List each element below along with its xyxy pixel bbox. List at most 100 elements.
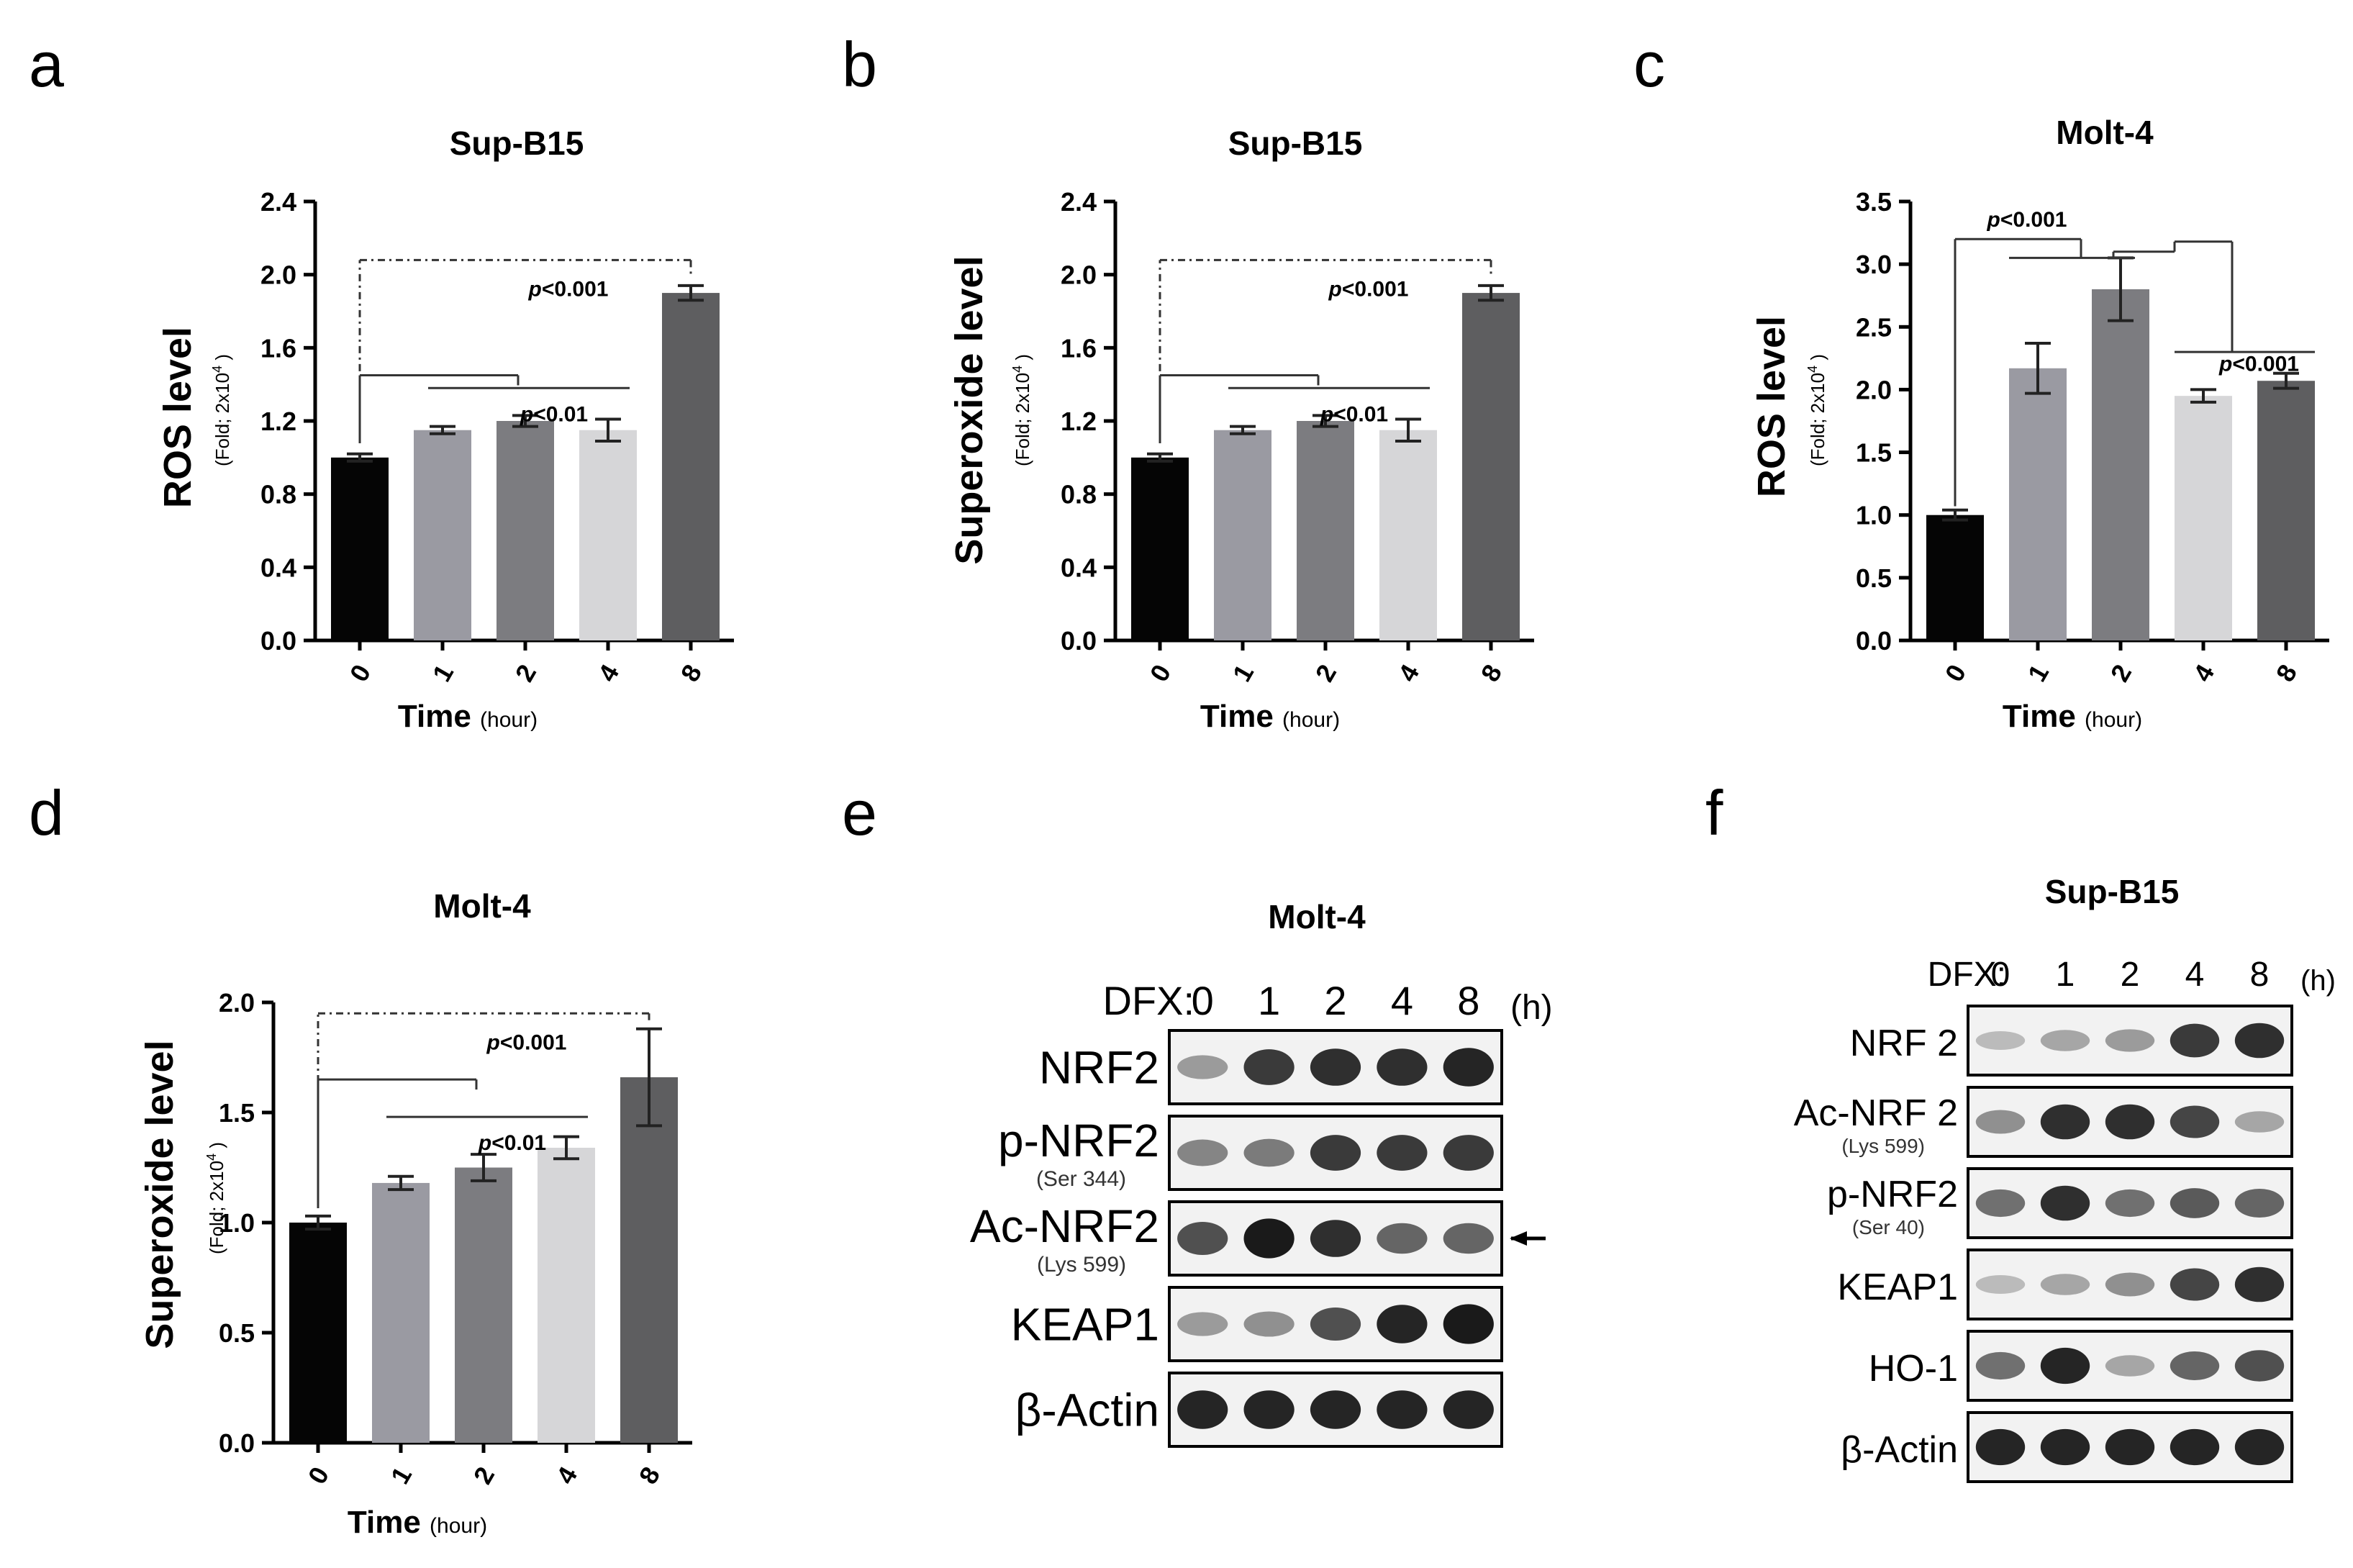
y-tick-label: 2.4 (1061, 187, 1097, 217)
y-axis-label: Superoxide level (948, 255, 991, 564)
x-axis-label: Time (hour) (398, 699, 538, 734)
blot-band (2234, 1428, 2285, 1466)
x-tick-label: 8 (633, 1461, 666, 1489)
y-axis-label: Superoxide level (138, 1040, 181, 1349)
sig-label-p01: p<0.01 (478, 1131, 546, 1155)
lane-label: 0 (1192, 978, 1214, 1023)
bar-1 (372, 1182, 430, 1443)
x-tick-label: 1 (385, 1461, 418, 1489)
y-tick-label: 0.5 (1856, 563, 1892, 593)
x-axis-label: Time (hour) (2003, 699, 2142, 734)
y-tick-label: 2.0 (1856, 375, 1892, 404)
x-tick-label: 4 (550, 1461, 584, 1489)
blot-band (1310, 1390, 1361, 1429)
blot-e: Molt-4 DFX:0 1 2 4 8 (h) NRF2 p-NRF2(Ser 344) Ac-… (970, 898, 1553, 1448)
sig-label-p001-bottom: p<0.001 (2218, 352, 2299, 376)
blot-band (2234, 1189, 2285, 1218)
x-tick-label: 0 (1144, 659, 1177, 686)
y-tick-label: 3.0 (1856, 250, 1892, 279)
chart-d: Molt-4 0.0 0.5 1.0 1.5 2.0 0 1 2 4 8 Time (hour) Sup… (138, 887, 692, 1540)
bar-8 (2257, 381, 2315, 640)
bar-2 (497, 421, 554, 640)
y-tick-label: 0.5 (219, 1318, 255, 1348)
y-tick-label: 2.0 (1061, 260, 1097, 290)
lane-label: 1 (1258, 978, 1280, 1023)
blot-f: Sup-B15 DFX:0 1 2 4 8 (h) NRF 2 Ac-NRF 2(Lys 599… (1794, 873, 2336, 1483)
y-tick-label: 0.0 (260, 626, 296, 656)
blot-band (2105, 1355, 2155, 1377)
x-tick-label: 2 (2105, 659, 2138, 686)
row-label: β-Actin (1015, 1384, 1159, 1436)
y-axis-label: ROS level (156, 327, 199, 508)
blot-band (1310, 1220, 1361, 1257)
chart-title: Molt-4 (2056, 114, 2154, 151)
y-tick-label: 2.5 (1856, 312, 1892, 342)
blot-band (1177, 1221, 1228, 1256)
lane-label: 4 (2185, 956, 2205, 994)
blot-band (2105, 1104, 2155, 1140)
y-axis-label: ROS level (1750, 316, 1793, 497)
panel-letters: a b c d e f (29, 29, 1723, 848)
time-unit: (h) (2300, 965, 2336, 997)
chart-a: Sup-B15 0.0 0.4 0.8 1.2 1.6 2.0 2.4 0 1 2 4 8 Time (h… (156, 124, 734, 734)
blot-title: Molt-4 (1268, 898, 1366, 935)
row-label: NRF2 (1039, 1041, 1159, 1093)
x-tick-label: 2 (1310, 659, 1343, 686)
y-tick-label: 1.0 (219, 1208, 255, 1238)
blot-band (1310, 1135, 1361, 1171)
bar-2 (1297, 421, 1354, 640)
bar-0 (289, 1223, 347, 1443)
panel-letter-b: b (842, 29, 877, 100)
blot-band (2040, 1104, 2090, 1140)
y-tick-label: 0.4 (260, 553, 296, 582)
blot-band (2170, 1023, 2220, 1058)
x-tick-label: 8 (2270, 659, 2303, 686)
y-tick-label: 0.8 (1061, 480, 1097, 509)
panel-letter-a: a (29, 29, 64, 100)
y-tick-label: 1.5 (219, 1098, 255, 1128)
row-sublabel: (Lys 599) (1037, 1253, 1126, 1277)
blot-band (2170, 1268, 2220, 1301)
time-unit: (h) (1510, 989, 1553, 1027)
row-label: NRF 2 (1850, 1023, 1958, 1064)
y-axis-sublabel: (Fold; 2x104 ) (1805, 354, 1828, 466)
y-tick-label: 3.5 (1856, 187, 1892, 217)
blot-band (1377, 1048, 1428, 1086)
lane-label: 8 (1457, 978, 1479, 1023)
blot-band (1243, 1138, 1295, 1167)
row-label: KEAP1 (1011, 1298, 1159, 1350)
row-label: p-NRF2 (1827, 1174, 1958, 1215)
blot-band (2234, 1023, 2285, 1059)
x-axis-label: Time (hour) (348, 1505, 487, 1540)
lane-label: 0 (1991, 956, 2010, 994)
blot-band (2040, 1030, 2090, 1051)
x-tick-label: 4 (592, 659, 625, 686)
blot-band (2105, 1272, 2155, 1297)
y-tick-label: 0.8 (260, 480, 296, 509)
bar-4 (2175, 396, 2232, 640)
y-axis-sublabel: (Fold; 2x104 ) (204, 1142, 227, 1254)
blot-band (2105, 1189, 2155, 1218)
y-tick-label: 0.4 (1061, 553, 1097, 582)
band-arrow-head (1510, 1231, 1527, 1246)
chart-c: Molt-4 0.0 0.5 1.0 1.5 2.0 2.5 3.0 3.5 0 1 2 4 8 Time … (1750, 114, 2329, 734)
y-axis-sublabel: (Fold; 2x104 ) (210, 354, 233, 466)
y-tick-label: 0.0 (1061, 626, 1097, 656)
row-label: KEAP1 (1837, 1266, 1958, 1308)
row-sublabel: (Ser 344) (1036, 1167, 1126, 1191)
x-tick-label: 0 (344, 659, 377, 686)
blot-band (2170, 1428, 2220, 1466)
bar-1 (1214, 430, 1271, 640)
bar-0 (331, 457, 389, 640)
bar-8 (620, 1077, 678, 1443)
blot-band (1975, 1274, 2026, 1295)
blot-band (1377, 1390, 1428, 1429)
chart-title: Molt-4 (433, 887, 531, 925)
chart-b: Sup-B15 0.0 0.4 0.8 1.2 1.6 2.0 2.4 0 1 2 4 8 Time (h… (948, 124, 1534, 734)
blot-band (1377, 1223, 1428, 1254)
x-tick-label: 0 (302, 1461, 335, 1489)
lane-label: 4 (1391, 978, 1413, 1023)
blot-band (2234, 1350, 2285, 1382)
x-tick-label: 8 (675, 659, 708, 686)
